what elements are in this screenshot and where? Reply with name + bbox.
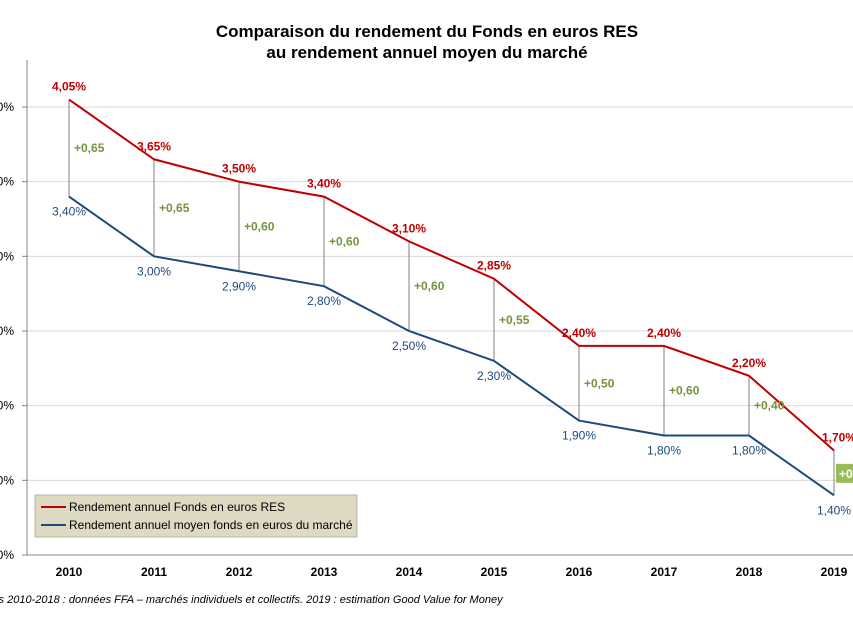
y-tick-label: 1,00% (0, 548, 14, 562)
data-label-marche: 2,80% (307, 294, 341, 308)
data-label-marche: 1,80% (732, 444, 766, 458)
y-tick-label: 4,00% (0, 100, 14, 114)
difference-label: +0,65 (159, 201, 190, 215)
y-tick-label: 2,00% (0, 399, 14, 413)
x-tick-label: 2013 (311, 565, 338, 579)
chart-title-line2: au rendement annuel moyen du marché (266, 43, 587, 62)
y-tick-label: 1,50% (0, 473, 14, 487)
data-label-res: 3,65% (137, 139, 171, 153)
legend: Rendement annuel Fonds en euros RES Rend… (34, 494, 358, 538)
data-label-res: 2,40% (562, 326, 596, 340)
difference-label: +0,55 (499, 313, 530, 327)
data-label-marche: 3,00% (137, 264, 171, 278)
data-label-res: 4,05% (52, 80, 86, 94)
chart-title-line1: Comparaison du rendement du Fonds en eur… (216, 22, 638, 41)
legend-label-fonds-res: Rendement annuel Fonds en euros RES (69, 500, 285, 514)
difference-label: +0,60 (669, 384, 700, 398)
data-label-res: 2,20% (732, 356, 766, 370)
x-tick-label: 2019 (821, 565, 848, 579)
data-label-marche: 2,30% (477, 369, 511, 383)
data-label-marche: 3,40% (52, 205, 86, 219)
y-tick-label: 2,50% (0, 324, 14, 338)
difference-label: +0,40 (754, 399, 785, 413)
x-tick-label: 2014 (396, 565, 423, 579)
footnote: Données 2010-2018 : données FFA – marché… (0, 594, 504, 606)
data-label-marche: 1,40% (817, 503, 851, 517)
data-label-marche: 2,50% (392, 339, 426, 353)
x-tick-label: 2015 (481, 565, 508, 579)
data-label-res: 2,85% (477, 259, 511, 273)
x-tick-label: 2011 (141, 565, 167, 579)
data-label-res: 3,50% (222, 162, 256, 176)
difference-label: +0,60 (329, 234, 360, 248)
difference-label: +0,60 (414, 279, 445, 293)
difference-label: +0,30 (839, 467, 853, 481)
data-label-res: 3,40% (307, 177, 341, 191)
x-tick-label: 2018 (736, 565, 763, 579)
x-tick-label: 2016 (566, 565, 593, 579)
data-label-marche: 2,90% (222, 279, 256, 293)
x-tick-label: 2012 (226, 565, 253, 579)
data-label-marche: 1,90% (562, 429, 596, 443)
difference-label: +0,65 (74, 141, 105, 155)
y-tick-label: 3,50% (0, 175, 14, 189)
data-label-marche: 1,80% (647, 444, 681, 458)
series-line-1 (68, 195, 835, 497)
data-label-res: 3,10% (392, 221, 426, 235)
data-label-res: 1,70% (822, 430, 853, 444)
series-line-0 (68, 98, 835, 452)
difference-label: +0,50 (584, 376, 615, 390)
legend-box (34, 494, 358, 538)
x-tick-label: 2017 (651, 565, 678, 579)
data-label-res: 2,40% (647, 326, 681, 340)
y-tick-label: 3,00% (0, 249, 14, 263)
difference-box (836, 463, 853, 483)
legend-label-marche: Rendement annuel moyen fonds en euros du… (69, 518, 353, 532)
difference-label: +0,60 (244, 219, 275, 233)
x-tick-label: 2010 (56, 565, 83, 579)
